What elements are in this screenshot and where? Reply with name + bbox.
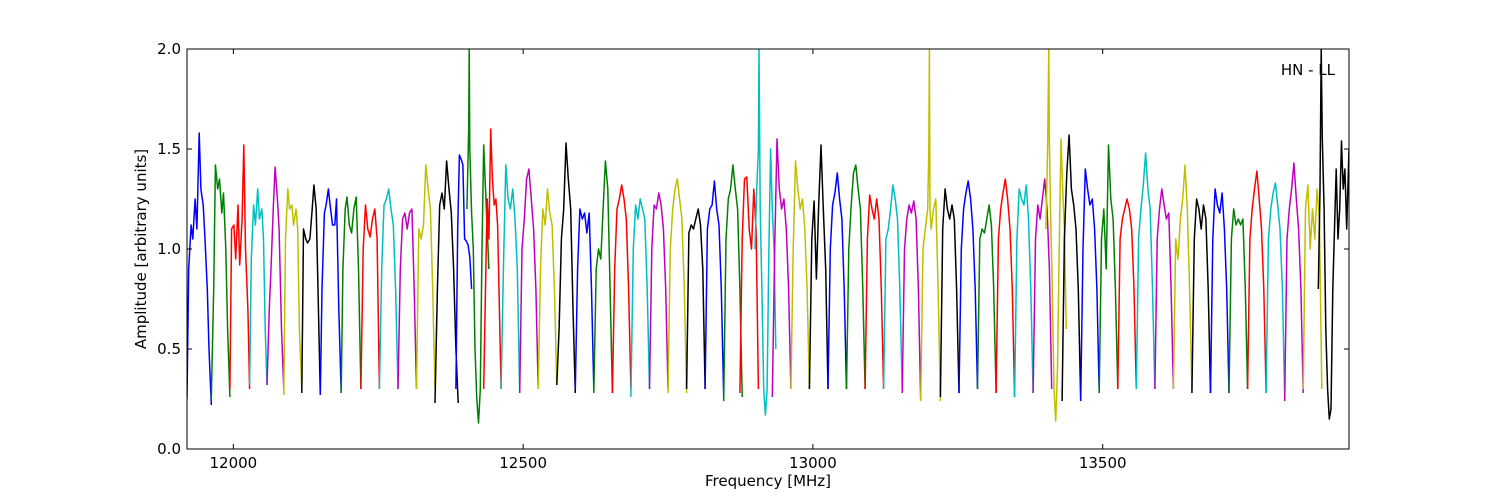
tick-layer: 12000 12500 13000 13500 0.0 0.5 1.0 1.5 2.0 bbox=[157, 40, 1349, 472]
series-line bbox=[1191, 198, 1212, 394]
series-line bbox=[1098, 144, 1119, 394]
series-line bbox=[187, 132, 213, 406]
series-line bbox=[340, 196, 362, 394]
series-line bbox=[939, 188, 960, 398]
series-line bbox=[1117, 198, 1138, 390]
series-line bbox=[319, 188, 342, 396]
series-line bbox=[919, 49, 942, 402]
series-line bbox=[722, 164, 743, 402]
series-line bbox=[360, 204, 381, 390]
chart-annotation: HN - LL bbox=[1281, 61, 1336, 79]
series-line bbox=[754, 49, 777, 416]
series-line bbox=[378, 188, 399, 390]
y-tick-label: 1.0 bbox=[157, 240, 181, 258]
series-line bbox=[518, 168, 539, 394]
series-line bbox=[1228, 208, 1249, 394]
series-line bbox=[611, 184, 632, 394]
y-tick-label: 1.5 bbox=[157, 140, 181, 158]
series-line bbox=[995, 178, 1016, 398]
series-line bbox=[455, 154, 473, 390]
series-line bbox=[1135, 152, 1156, 390]
series-layer bbox=[187, 49, 1349, 424]
series-line bbox=[229, 144, 251, 390]
series-line bbox=[1317, 49, 1349, 420]
series-line bbox=[808, 144, 829, 390]
series-line bbox=[434, 160, 459, 404]
series-line bbox=[397, 208, 418, 390]
series-line bbox=[415, 164, 436, 390]
series-line bbox=[210, 164, 231, 400]
series-line bbox=[574, 208, 595, 390]
series-line bbox=[1154, 188, 1175, 390]
series-line bbox=[266, 166, 285, 390]
series-line bbox=[1032, 178, 1053, 394]
series-line bbox=[1045, 49, 1067, 422]
y-tick-label: 0.0 bbox=[157, 440, 181, 458]
x-tick-label: 13500 bbox=[1079, 454, 1127, 472]
series-line bbox=[630, 198, 651, 398]
series-line bbox=[1209, 188, 1230, 394]
series-line bbox=[466, 49, 490, 424]
series-line bbox=[976, 204, 997, 394]
series-line bbox=[248, 188, 268, 386]
series-line bbox=[771, 138, 792, 398]
series-line bbox=[283, 188, 303, 396]
x-axis-title: Frequency [MHz] bbox=[705, 472, 831, 490]
series-line bbox=[1246, 170, 1267, 394]
series-line bbox=[301, 184, 322, 396]
series-line bbox=[685, 208, 706, 390]
series-line bbox=[667, 178, 688, 394]
series-line bbox=[648, 192, 669, 390]
series-line bbox=[790, 160, 811, 390]
series-line bbox=[882, 184, 903, 390]
x-tick-label: 13000 bbox=[789, 454, 837, 472]
series-line bbox=[593, 160, 614, 394]
series-line bbox=[1283, 162, 1304, 402]
series-line bbox=[1265, 182, 1286, 398]
y-tick-label: 2.0 bbox=[157, 40, 181, 58]
series-line bbox=[500, 164, 521, 394]
series-line bbox=[901, 200, 922, 402]
y-tick-label: 0.5 bbox=[157, 340, 181, 358]
series-line bbox=[827, 172, 848, 390]
x-tick-label: 12500 bbox=[499, 454, 547, 472]
series-line bbox=[845, 164, 866, 390]
series-line bbox=[1302, 184, 1323, 390]
y-axis-title: Amplitude [arbitrary units] bbox=[132, 149, 150, 349]
series-line bbox=[1172, 164, 1193, 390]
series-line bbox=[537, 188, 558, 390]
series-line bbox=[704, 180, 725, 398]
series-line bbox=[482, 128, 502, 390]
series-line bbox=[1013, 184, 1034, 398]
series-line bbox=[958, 180, 979, 394]
series-line bbox=[1079, 168, 1100, 402]
series-line bbox=[864, 194, 885, 390]
series-line bbox=[1061, 134, 1082, 402]
series-line bbox=[556, 142, 577, 394]
x-tick-label: 12000 bbox=[210, 454, 258, 472]
